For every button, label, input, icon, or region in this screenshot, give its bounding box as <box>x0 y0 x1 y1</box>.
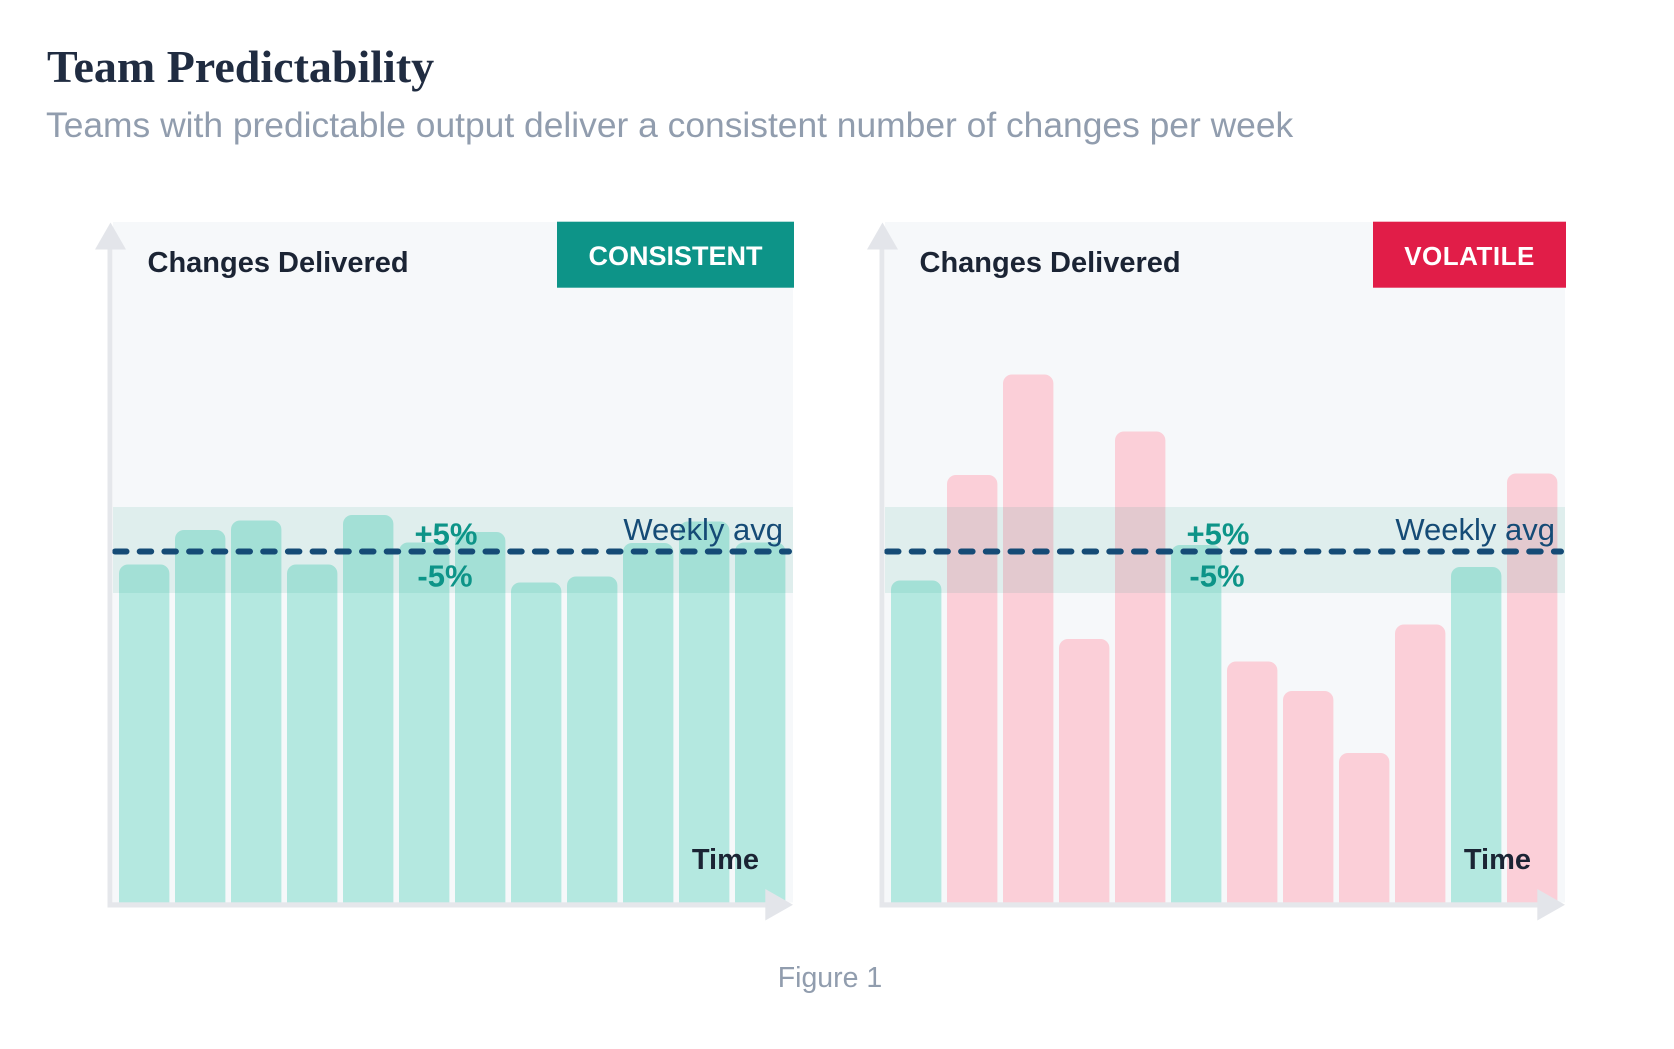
svg-text:-5%: -5% <box>417 559 472 594</box>
svg-text:-5%: -5% <box>1189 559 1244 594</box>
svg-text:Weekly avg: Weekly avg <box>1395 512 1555 547</box>
svg-text:Changes Delivered: Changes Delivered <box>920 247 1181 279</box>
svg-text:+5%: +5% <box>1187 517 1250 552</box>
svg-text:+5%: +5% <box>415 517 478 552</box>
svg-text:Teams with predictable output: Teams with predictable output deliver a … <box>46 105 1294 145</box>
svg-text:VOLATILE: VOLATILE <box>1404 241 1535 271</box>
svg-text:Weekly avg: Weekly avg <box>623 512 783 547</box>
svg-text:Changes Delivered: Changes Delivered <box>148 247 409 279</box>
svg-text:Figure 1: Figure 1 <box>778 962 883 994</box>
svg-text:Time: Time <box>692 844 759 876</box>
svg-text:CONSISTENT: CONSISTENT <box>588 241 763 271</box>
svg-text:Time: Time <box>1464 844 1531 876</box>
svg-text:Team Predictability: Team Predictability <box>47 41 434 92</box>
